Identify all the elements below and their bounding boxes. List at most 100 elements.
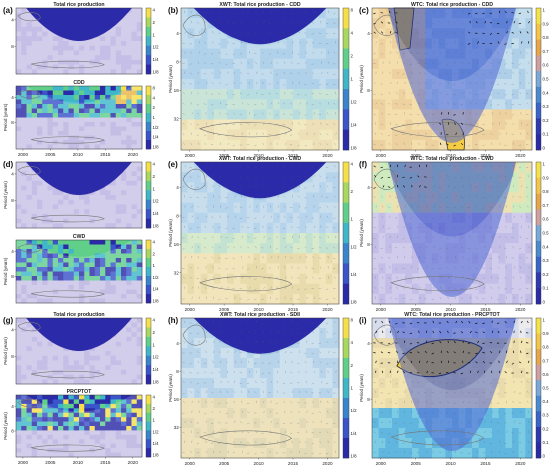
heatmap-cell [84,50,90,56]
heatmap-cell [21,36,27,42]
heatmap-cell [73,204,80,210]
phase-arrow [460,297,464,300]
heatmap-cell [213,139,221,151]
heatmap-cell [121,448,127,453]
heatmap-cell [319,318,327,329]
heatmap-cell [187,243,195,254]
phase-arrow [197,61,200,64]
phase-arrow [380,31,384,34]
heatmap-cell [233,293,241,305]
phase-arrow [467,12,471,15]
heatmap-cell [325,212,333,224]
heatmap-cell [73,417,80,422]
heatmap-cell [52,209,59,215]
phase-arrow [395,103,398,105]
heatmap-cell [110,99,117,105]
phase-arrow [389,266,391,269]
heatmap-cell [31,421,38,427]
heatmap-cell [525,263,533,274]
phase-arrow [499,245,501,249]
heatmap-cell [306,212,313,224]
heatmap-cell [21,395,27,400]
phase-arrow [469,102,472,105]
colorbar-frame [535,7,542,151]
heatmap-cell [306,182,313,193]
heatmap-cell [131,17,138,23]
heatmap-cell [136,190,143,196]
phase-arrow [304,236,307,239]
phase-arrow [462,185,464,188]
heatmap-cell [21,408,27,414]
heatmap-cell [187,18,195,29]
heatmap-cell [68,135,75,141]
heatmap-cell [47,258,54,263]
heatmap-cell [131,190,138,196]
heatmap-cell [398,243,406,254]
phase-arrow [211,41,214,44]
phase-arrow [291,266,293,269]
phase-arrow [212,266,214,269]
phase-arrow [275,114,279,116]
heatmap-cell [121,55,127,61]
heatmap-cell [126,351,132,357]
heatmap-cell [121,180,127,186]
phase-arrow [513,266,516,269]
phase-arrow [325,123,329,125]
heatmap-cell [16,199,22,205]
heatmap-cell [26,443,33,449]
heatmap-cell [63,131,69,136]
heatmap-cell [37,262,43,268]
heatmap-cell [16,108,22,114]
heatmap-cell [220,99,228,110]
heatmap-cell [207,119,215,131]
heatmap-cell [79,421,85,427]
heatmap-cell [52,262,59,268]
heatmap-cell [89,223,96,229]
phase-arrow [404,215,407,218]
contour-line [31,136,105,144]
colorbar-tick-label: 1 [153,263,156,268]
heatmap-cell [279,283,287,295]
phase-arrow [197,164,200,168]
heatmap-cell [79,289,85,295]
heatmap-cell [227,129,234,141]
panel-g-top: Total rice production(g)Period (years)48… [3,312,159,385]
heatmap-cell [37,351,43,357]
heatmap-cell [260,58,267,70]
phase-arrow [256,71,258,74]
heatmap-cell [73,280,80,286]
heatmap-cell [131,346,138,352]
heatmap-cell [110,341,117,347]
heatmap-cell [279,243,287,254]
heatmap-cell [378,202,386,214]
phase-arrow [475,52,478,54]
heatmap-cell [110,140,117,145]
colorbar-tick-label: 4 [351,31,354,36]
heatmap-cell [16,351,22,357]
heatmap-cell [233,68,241,80]
phase-arrow [218,226,221,229]
heatmap-cell [47,289,54,295]
heatmap-cell [200,38,208,49]
heatmap-cell [21,452,27,458]
phase-arrow [282,32,286,34]
heatmap-cell [312,38,320,49]
heatmap-cell [485,139,493,151]
heatmap-cell [94,50,101,56]
heatmap-cell [498,139,506,151]
phase-arrow [528,81,530,85]
heatmap-cell [79,426,85,431]
phase-arrow [268,134,271,135]
phase-arrow [333,123,336,125]
heatmap-cell [52,95,59,100]
colorbar-tick-label: 2 [153,406,156,411]
heatmap-cell [136,117,143,123]
heatmap-cell [37,59,43,65]
heatmap-cell [84,195,90,201]
heatmap-cell [131,408,138,414]
heatmap-cell [31,140,38,145]
heatmap-cell [84,403,90,409]
phase-arrow [241,41,243,44]
heatmap-cell [220,182,228,193]
phase-arrow [218,298,221,300]
